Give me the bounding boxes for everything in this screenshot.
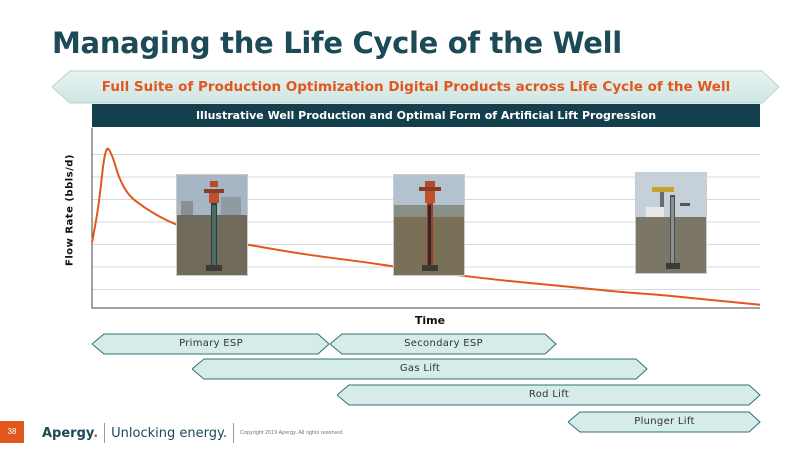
esp-wellhead-photo — [393, 174, 465, 276]
primary-esp-label: Primary ESP — [179, 338, 243, 349]
tagline: Unlocking energy. — [111, 425, 227, 441]
x-axis-label: Time — [414, 314, 446, 327]
logo-text: Apergy — [42, 425, 94, 441]
gas-lift-label: Gas Lift — [399, 363, 441, 374]
footer-brand: Apergy. Unlocking energy. Copyright 2019… — [42, 423, 344, 443]
copyright: Copyright 2019 Apergy. All rights reserv… — [239, 430, 344, 436]
logo-dot: . — [93, 425, 99, 441]
life-cycle-banner: Full Suite of Production Optimization Di… — [52, 70, 780, 104]
esp-wellhead-photo — [176, 174, 248, 276]
production-curve-series-0 — [91, 147, 761, 306]
chart-axes — [91, 128, 760, 309]
gas-lift-arrow: Gas Lift — [192, 358, 648, 380]
footer-divider — [232, 423, 234, 443]
chart-title: Illustrative Well Production and Optimal… — [92, 104, 760, 127]
rod-lift-arrow: Rod Lift — [337, 384, 761, 406]
page-number: 38 — [0, 421, 24, 443]
apergy-logo: Apergy. — [42, 426, 98, 441]
secondary-esp-arrow: Secondary ESP — [330, 333, 557, 355]
primary-esp-arrow: Primary ESP — [92, 333, 330, 355]
rod-lift-label: Rod Lift — [528, 389, 570, 400]
secondary-esp-label: Secondary ESP — [404, 338, 483, 349]
rod-lift-pumpjack-photo — [635, 172, 707, 274]
double-arrow-shape — [52, 70, 780, 104]
slide-title: Managing the Life Cycle of the Well — [52, 26, 622, 60]
y-axis-label: Flow Rate (bbls/d) — [64, 154, 76, 266]
plunger-lift-arrow: Plunger Lift — [568, 411, 761, 433]
banner-text: Full Suite of Production Optimization Di… — [101, 79, 731, 95]
footer-divider — [104, 423, 106, 443]
plunger-lift-label: Plunger Lift — [634, 416, 695, 427]
